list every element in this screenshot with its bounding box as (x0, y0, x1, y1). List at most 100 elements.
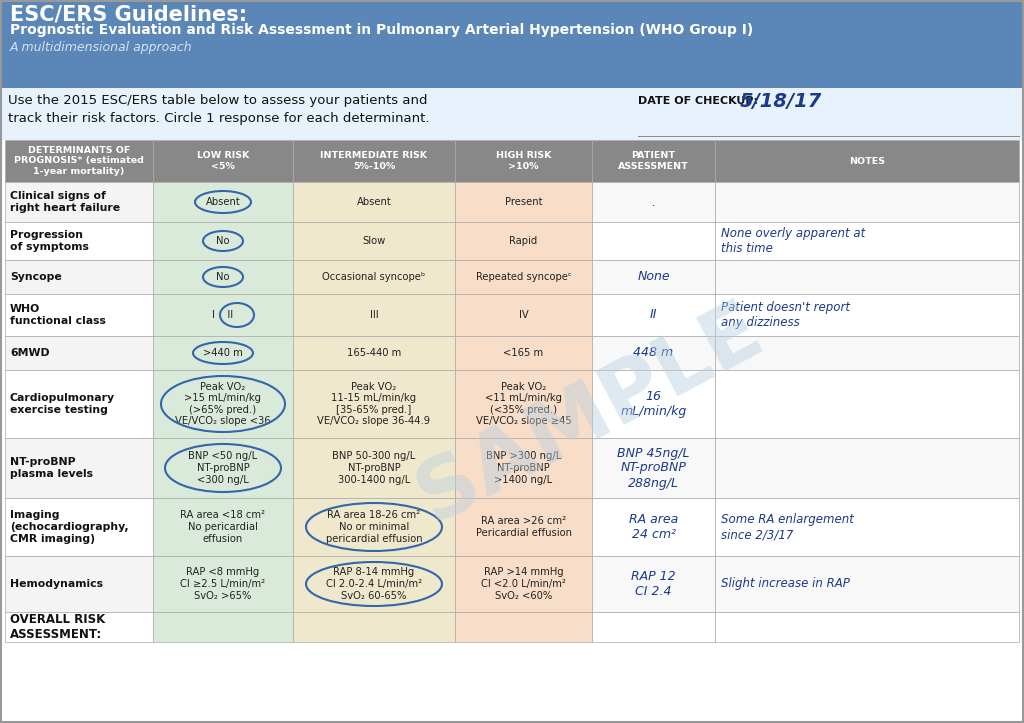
Text: I    II: I II (212, 310, 233, 320)
Text: 6MWD: 6MWD (10, 348, 49, 358)
Text: None overly apparent at
this time: None overly apparent at this time (721, 227, 865, 255)
FancyBboxPatch shape (293, 498, 455, 556)
FancyBboxPatch shape (715, 370, 1019, 438)
FancyBboxPatch shape (5, 370, 153, 438)
Text: Absent: Absent (206, 197, 241, 207)
FancyBboxPatch shape (715, 612, 1019, 642)
Text: Clinical signs of
right heart failure: Clinical signs of right heart failure (10, 191, 120, 213)
Text: HIGH RISK
>10%: HIGH RISK >10% (496, 151, 551, 171)
FancyBboxPatch shape (153, 612, 293, 642)
Text: Syncope: Syncope (10, 272, 61, 282)
Text: BNP 45ng/L
NT-proBNP
288ng/L: BNP 45ng/L NT-proBNP 288ng/L (617, 447, 690, 489)
Text: None: None (637, 270, 670, 283)
Text: Slow: Slow (362, 236, 386, 246)
Text: II: II (650, 309, 657, 322)
FancyBboxPatch shape (153, 140, 293, 182)
Text: RAP 8-14 mmHg
CI 2.0-2.4 L/min/m²
SvO₂ 60-65%: RAP 8-14 mmHg CI 2.0-2.4 L/min/m² SvO₂ 6… (326, 568, 422, 601)
FancyBboxPatch shape (715, 182, 1019, 222)
Text: IV: IV (518, 310, 528, 320)
FancyBboxPatch shape (715, 498, 1019, 556)
FancyBboxPatch shape (592, 556, 715, 612)
FancyBboxPatch shape (0, 88, 1024, 140)
FancyBboxPatch shape (592, 222, 715, 260)
FancyBboxPatch shape (455, 260, 592, 294)
FancyBboxPatch shape (153, 438, 293, 498)
FancyBboxPatch shape (592, 182, 715, 222)
FancyBboxPatch shape (455, 370, 592, 438)
FancyBboxPatch shape (592, 370, 715, 438)
Text: Patient doesn't report
any dizziness: Patient doesn't report any dizziness (721, 301, 850, 329)
FancyBboxPatch shape (592, 336, 715, 370)
FancyBboxPatch shape (715, 222, 1019, 260)
Text: SAMPLE: SAMPLE (403, 288, 776, 538)
Text: RAP 12
CI 2.4: RAP 12 CI 2.4 (631, 570, 676, 598)
FancyBboxPatch shape (715, 556, 1019, 612)
Text: RA area 18-26 cm²
No or minimal
pericardial effusion: RA area 18-26 cm² No or minimal pericard… (326, 510, 422, 544)
FancyBboxPatch shape (153, 182, 293, 222)
Text: Present: Present (505, 197, 543, 207)
FancyBboxPatch shape (153, 556, 293, 612)
Text: RA area >26 cm²
Pericardial effusion: RA area >26 cm² Pericardial effusion (475, 516, 571, 538)
FancyBboxPatch shape (0, 0, 1024, 723)
Text: Peak VO₂
>15 mL/min/kg
(>65% pred.)
VE/VCO₂ slope <36: Peak VO₂ >15 mL/min/kg (>65% pred.) VE/V… (175, 382, 270, 427)
Text: BNP >300 ng/L
NT-proBNP
>1400 ng/L: BNP >300 ng/L NT-proBNP >1400 ng/L (485, 451, 561, 484)
FancyBboxPatch shape (293, 140, 455, 182)
FancyBboxPatch shape (455, 140, 592, 182)
Text: Use the 2015 ESC/ERS table below to assess your patients and: Use the 2015 ESC/ERS table below to asse… (8, 94, 427, 107)
Text: Peak VO₂
<11 mL/min/kg
(<35% pred.)
VE/VCO₂ slope ≥45: Peak VO₂ <11 mL/min/kg (<35% pred.) VE/V… (475, 382, 571, 427)
FancyBboxPatch shape (455, 438, 592, 498)
Text: Peak VO₂
11-15 mL/min/kg
[35-65% pred.]
VE/VCO₂ slope 36-44.9: Peak VO₂ 11-15 mL/min/kg [35-65% pred.] … (317, 382, 430, 427)
FancyBboxPatch shape (153, 222, 293, 260)
Text: 165-440 m: 165-440 m (347, 348, 401, 358)
Text: BNP <50 ng/L
NT-proBNP
<300 ng/L: BNP <50 ng/L NT-proBNP <300 ng/L (188, 451, 258, 484)
Text: No: No (216, 272, 229, 282)
Text: .: . (651, 195, 655, 208)
FancyBboxPatch shape (592, 294, 715, 336)
FancyBboxPatch shape (715, 294, 1019, 336)
FancyBboxPatch shape (455, 222, 592, 260)
FancyBboxPatch shape (455, 498, 592, 556)
FancyBboxPatch shape (5, 140, 153, 182)
FancyBboxPatch shape (715, 336, 1019, 370)
Text: DATE OF CHECKUP:: DATE OF CHECKUP: (638, 96, 758, 106)
FancyBboxPatch shape (153, 336, 293, 370)
Text: Progression
of symptoms: Progression of symptoms (10, 230, 89, 252)
Text: DETERMINANTS OF
PROGNOSIS* (estimated
1-year mortality): DETERMINANTS OF PROGNOSIS* (estimated 1-… (14, 146, 144, 176)
Text: Absent: Absent (356, 197, 391, 207)
FancyBboxPatch shape (5, 336, 153, 370)
FancyBboxPatch shape (592, 260, 715, 294)
FancyBboxPatch shape (293, 260, 455, 294)
Text: OVERALL RISK
ASSESSMENT:: OVERALL RISK ASSESSMENT: (10, 613, 105, 641)
Text: ESC/ERS Guidelines:: ESC/ERS Guidelines: (10, 5, 247, 25)
Text: >440 m: >440 m (203, 348, 243, 358)
FancyBboxPatch shape (592, 438, 715, 498)
FancyBboxPatch shape (592, 140, 715, 182)
FancyBboxPatch shape (715, 260, 1019, 294)
FancyBboxPatch shape (5, 294, 153, 336)
Text: RAP >14 mmHg
CI <2.0 L/min/m²
SvO₂ <60%: RAP >14 mmHg CI <2.0 L/min/m² SvO₂ <60% (481, 568, 566, 601)
Text: A multidimensional approach: A multidimensional approach (10, 41, 193, 54)
FancyBboxPatch shape (5, 556, 153, 612)
FancyBboxPatch shape (455, 556, 592, 612)
FancyBboxPatch shape (455, 182, 592, 222)
Text: WHO
functional class: WHO functional class (10, 304, 105, 326)
FancyBboxPatch shape (715, 438, 1019, 498)
Text: <165 m: <165 m (504, 348, 544, 358)
FancyBboxPatch shape (293, 182, 455, 222)
Text: track their risk factors. Circle 1 response for each determinant.: track their risk factors. Circle 1 respo… (8, 112, 429, 125)
Text: INTERMEDIATE RISK
5%-10%: INTERMEDIATE RISK 5%-10% (321, 151, 427, 171)
FancyBboxPatch shape (293, 294, 455, 336)
Text: 5/18/17: 5/18/17 (740, 92, 822, 111)
FancyBboxPatch shape (592, 498, 715, 556)
Text: 16
mL/min/kg: 16 mL/min/kg (621, 390, 687, 418)
FancyBboxPatch shape (293, 556, 455, 612)
Text: Some RA enlargement
since 2/3/17: Some RA enlargement since 2/3/17 (721, 513, 854, 541)
FancyBboxPatch shape (455, 336, 592, 370)
Text: No: No (216, 236, 229, 246)
Text: Imaging
(echocardiography,
CMR imaging): Imaging (echocardiography, CMR imaging) (10, 510, 129, 544)
Text: PATIENT
ASSESSMENT: PATIENT ASSESSMENT (618, 151, 689, 171)
Text: Slight increase in RAP: Slight increase in RAP (721, 578, 850, 591)
FancyBboxPatch shape (5, 182, 153, 222)
Text: 448 m: 448 m (634, 346, 674, 359)
FancyBboxPatch shape (455, 612, 592, 642)
